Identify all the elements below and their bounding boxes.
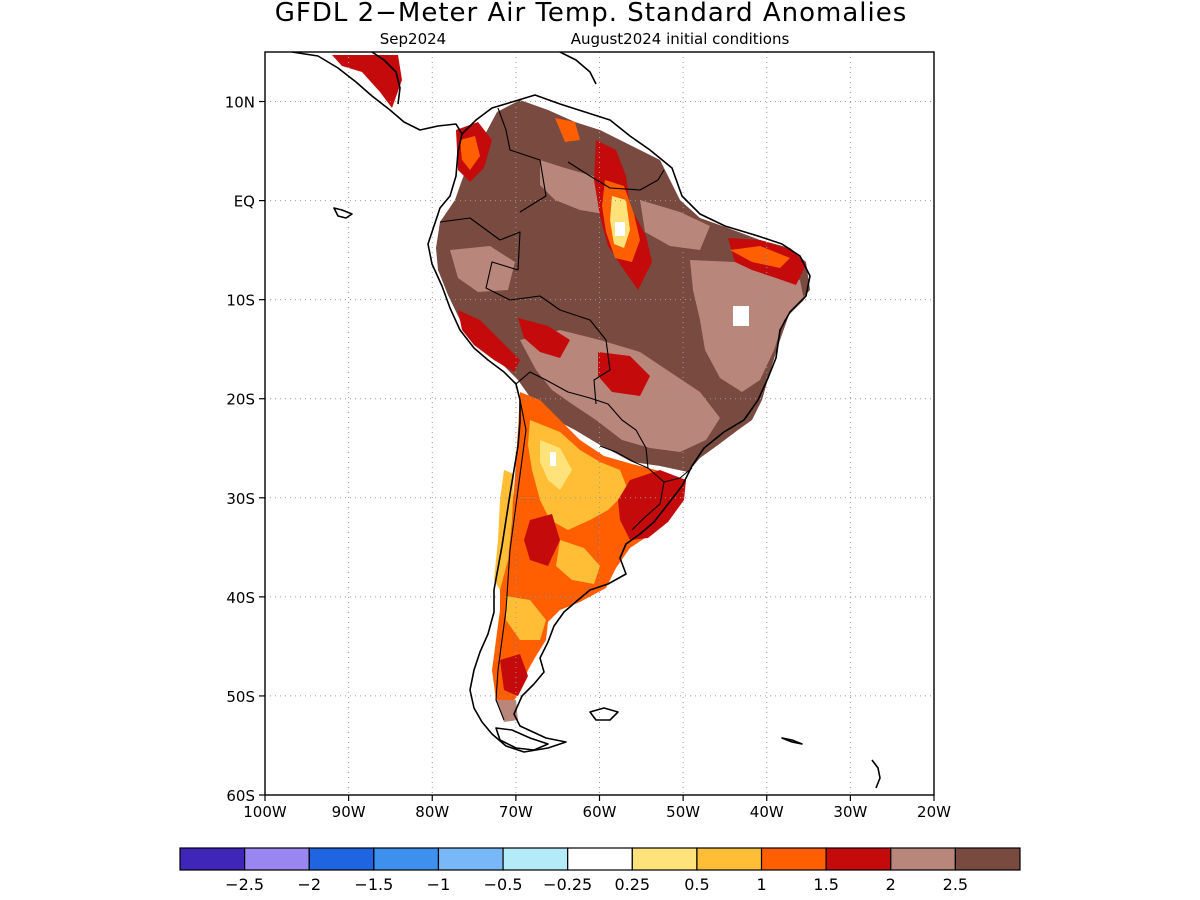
- lon-tick-label: 60W: [583, 803, 617, 821]
- colorbar-swatch: [890, 847, 956, 871]
- shade-red-bolivia: [518, 318, 570, 358]
- coastline-yucatan: [371, 52, 401, 105]
- border-argentina-uruguay-brazil: [631, 467, 693, 531]
- shade-orange-colombia: [460, 136, 480, 170]
- colorbar-swatch: [954, 847, 1021, 871]
- lat-tick-label: 10N: [225, 94, 255, 112]
- anomaly-shading: [332, 55, 810, 722]
- lat-tick-label: 40S: [226, 589, 255, 607]
- lon-tick-label: 40W: [750, 803, 784, 821]
- colorbar: −2.5 −2 −1.5 −1 −0.5 −0.25 0.25 0.5 1 1.5 2 2.5: [179, 847, 1021, 894]
- shade-white-guyana: [615, 222, 625, 236]
- border-brazil-peru-bolivia: [509, 295, 611, 405]
- colorbar-label: 2.5: [943, 875, 968, 894]
- shade-red-central-america: [332, 55, 402, 108]
- latitude-labels: 10N EQ 10S 20S 30S 40S 50S 60S: [225, 94, 265, 805]
- map-title: GFDL 2−Meter Air Temp. Standard Anomalie…: [275, 0, 908, 28]
- colorbar-swatch: [502, 847, 569, 871]
- shade-red-argentina-central: [524, 514, 560, 566]
- lon-tick-label: 90W: [332, 803, 366, 821]
- colorbar-label: −2.5: [225, 875, 264, 894]
- colorbar-swatch: [437, 847, 504, 871]
- valid-month-label: Sep2024: [380, 30, 446, 48]
- coastline-south-georgia: [781, 737, 803, 745]
- lon-tick-label: 20W: [917, 803, 951, 821]
- border-guianas: [567, 161, 665, 191]
- colorbar-swatch: [373, 847, 440, 871]
- initial-conditions-label: August2024 initial conditions: [571, 30, 790, 48]
- colorbar-swatch: [308, 847, 375, 871]
- border-chile-argentina: [495, 399, 527, 721]
- lon-tick-label: 80W: [415, 803, 449, 821]
- lon-tick-label: 100W: [243, 803, 287, 821]
- colorbar-swatch: [760, 847, 827, 871]
- shade-red-patagonia: [500, 654, 528, 696]
- border-paraguay: [589, 397, 649, 469]
- shade-northern-continent: [436, 100, 810, 472]
- coastline-tierra-del-fuego: [495, 727, 549, 751]
- colorbar-label: 1: [756, 875, 766, 894]
- lat-tick-label: 50S: [226, 688, 255, 706]
- shade-gold-argentina-mid: [556, 540, 600, 584]
- colorbar-label: −0.5: [484, 875, 523, 894]
- colorbar-label: 0.5: [684, 875, 709, 894]
- shade-white-argentina: [550, 452, 556, 466]
- border-colombia-venezuela: [497, 107, 547, 213]
- shade-brown-tierra-del-fuego: [496, 700, 518, 722]
- shade-orange-ne: [730, 246, 790, 268]
- colorbar-label: −1: [427, 875, 451, 894]
- coastlines: [291, 52, 881, 789]
- shade-red-pantanal: [598, 352, 650, 396]
- lat-tick-label: 20S: [226, 391, 255, 409]
- colorbar-swatch: [696, 847, 763, 871]
- shade-red-peru-coast: [458, 310, 520, 372]
- coastline-central-america: [291, 52, 463, 135]
- coastline-galapagos: [333, 207, 353, 219]
- colorbar-label: −2: [297, 875, 321, 894]
- colorbar-label: 2: [886, 875, 896, 894]
- shade-upper-amazon: [450, 246, 515, 292]
- colorbar-swatch: [179, 847, 246, 871]
- colorbar-label: 1.5: [813, 875, 838, 894]
- coastline-south-sandwich: [871, 759, 881, 789]
- shade-orange-venezuela: [555, 118, 580, 142]
- lat-tick-label: 10S: [226, 292, 255, 310]
- lon-tick-label: 30W: [833, 803, 867, 821]
- colorbar-swatch: [631, 847, 698, 871]
- colorbar-swatch: [244, 847, 310, 871]
- shade-white-ne-brazil: [733, 306, 749, 326]
- colorbar-swatch: [825, 847, 892, 871]
- lat-tick-label: 30S: [226, 490, 255, 508]
- lon-tick-label: 50W: [666, 803, 700, 821]
- colorbar-label: −1.5: [354, 875, 393, 894]
- shade-red-uruguay: [618, 470, 686, 540]
- coastline-south-america: [427, 94, 811, 753]
- country-borders: [439, 107, 693, 721]
- border-colombia-peru-ecuador: [439, 217, 521, 301]
- colorbar-label: −0.25: [543, 875, 592, 894]
- shade-amazon-east: [640, 200, 710, 250]
- lon-tick-label: 70W: [499, 803, 533, 821]
- coastline-falklands: [589, 707, 619, 721]
- longitude-labels: 100W 90W 80W 70W 60W 50W 40W 30W 20W: [243, 795, 951, 821]
- colorbar-label: 0.25: [614, 875, 650, 894]
- border-peru-chile-bolivia: [515, 371, 591, 399]
- lat-tick-label: EQ: [234, 193, 255, 211]
- coastline-caribbean-north: [559, 52, 597, 85]
- plot-area: 10N EQ 10S 20S 30S 40S 50S 60S 100W 90W 80W 70W 60W…: [225, 51, 951, 821]
- lat-tick-label: 60S: [226, 787, 255, 805]
- colorbar-swatch: [567, 847, 633, 871]
